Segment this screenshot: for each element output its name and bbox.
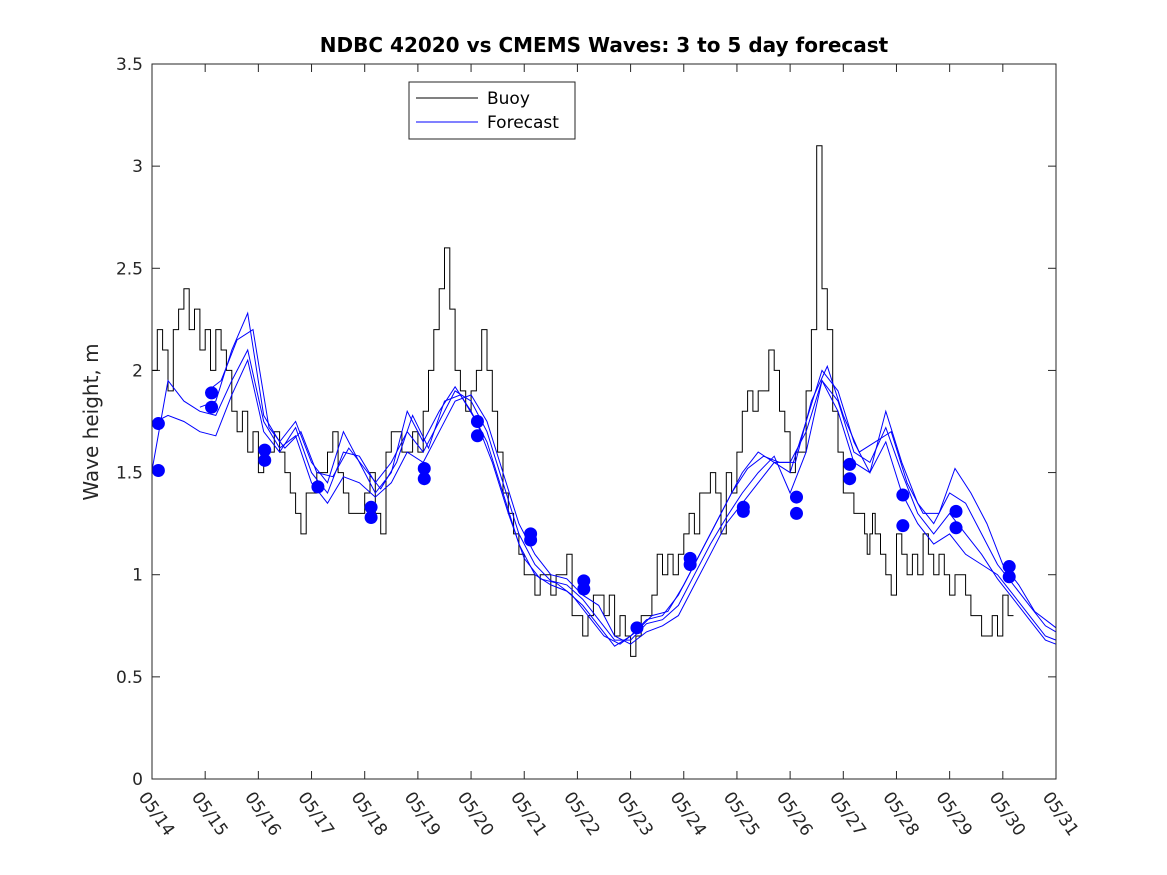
- y-tick-label-2: 1: [132, 566, 143, 586]
- y-tick-label-5: 2.5: [116, 259, 143, 279]
- forecast-start-point-26: [896, 488, 910, 502]
- chart-title: NDBC 42020 vs CMEMS Waves: 3 to 5 day fo…: [320, 33, 889, 57]
- y-tick-label-7: 3.5: [116, 55, 143, 75]
- forecast-start-point-30: [1002, 560, 1016, 574]
- forecast-start-point-4: [258, 443, 272, 457]
- forecast-start-point-28: [949, 504, 963, 518]
- forecast-start-point-1: [151, 464, 165, 478]
- axes-box: [151, 63, 1057, 780]
- forecast-series-line-1: [151, 358, 1057, 645]
- forecast-start-point-16: [577, 582, 591, 596]
- forecast-start-point-10: [417, 472, 431, 486]
- forecast-start-point-6: [311, 480, 325, 494]
- y-axis-label: Wave height, m: [79, 343, 103, 500]
- forecast-start-point-5: [258, 453, 272, 467]
- y-tick-label-6: 3: [132, 157, 143, 177]
- forecast-start-point-2: [205, 386, 219, 400]
- forecast-start-point-12: [470, 429, 484, 443]
- y-tick-label-4: 2: [132, 361, 143, 381]
- forecast-start-point-14: [524, 533, 538, 547]
- forecast-start-point-29: [949, 521, 963, 535]
- forecast-start-point-31: [1002, 570, 1016, 584]
- forecast-start-point-22: [789, 490, 803, 504]
- forecast-start-point-7: [364, 500, 378, 514]
- y-tick-label-1: 0.5: [116, 668, 143, 688]
- forecast-series-line-0: [151, 348, 1057, 645]
- forecast-start-point-9: [417, 461, 431, 475]
- forecast-start-point-8: [364, 511, 378, 525]
- forecast-start-point-3: [205, 400, 219, 414]
- legend: Buoy Forecast: [408, 81, 576, 140]
- forecast-start-point-21: [736, 504, 750, 518]
- forecast-start-point-0: [151, 417, 165, 431]
- forecast-start-point-17: [630, 621, 644, 635]
- y-tick-label-3: 1.5: [116, 464, 143, 484]
- y-tick-label-0: 0: [132, 770, 143, 790]
- forecast-start-point-24: [843, 457, 857, 471]
- forecast-start-point-27: [896, 519, 910, 533]
- forecast-start-point-25: [843, 472, 857, 486]
- legend-buoy-label: Buoy: [487, 89, 530, 109]
- legend-box: [408, 81, 576, 140]
- forecast-start-point-11: [470, 415, 484, 428]
- forecast-start-point-19: [683, 558, 697, 571]
- legend-forecast-label: Forecast: [487, 113, 559, 133]
- forecast-start-point-23: [789, 506, 803, 520]
